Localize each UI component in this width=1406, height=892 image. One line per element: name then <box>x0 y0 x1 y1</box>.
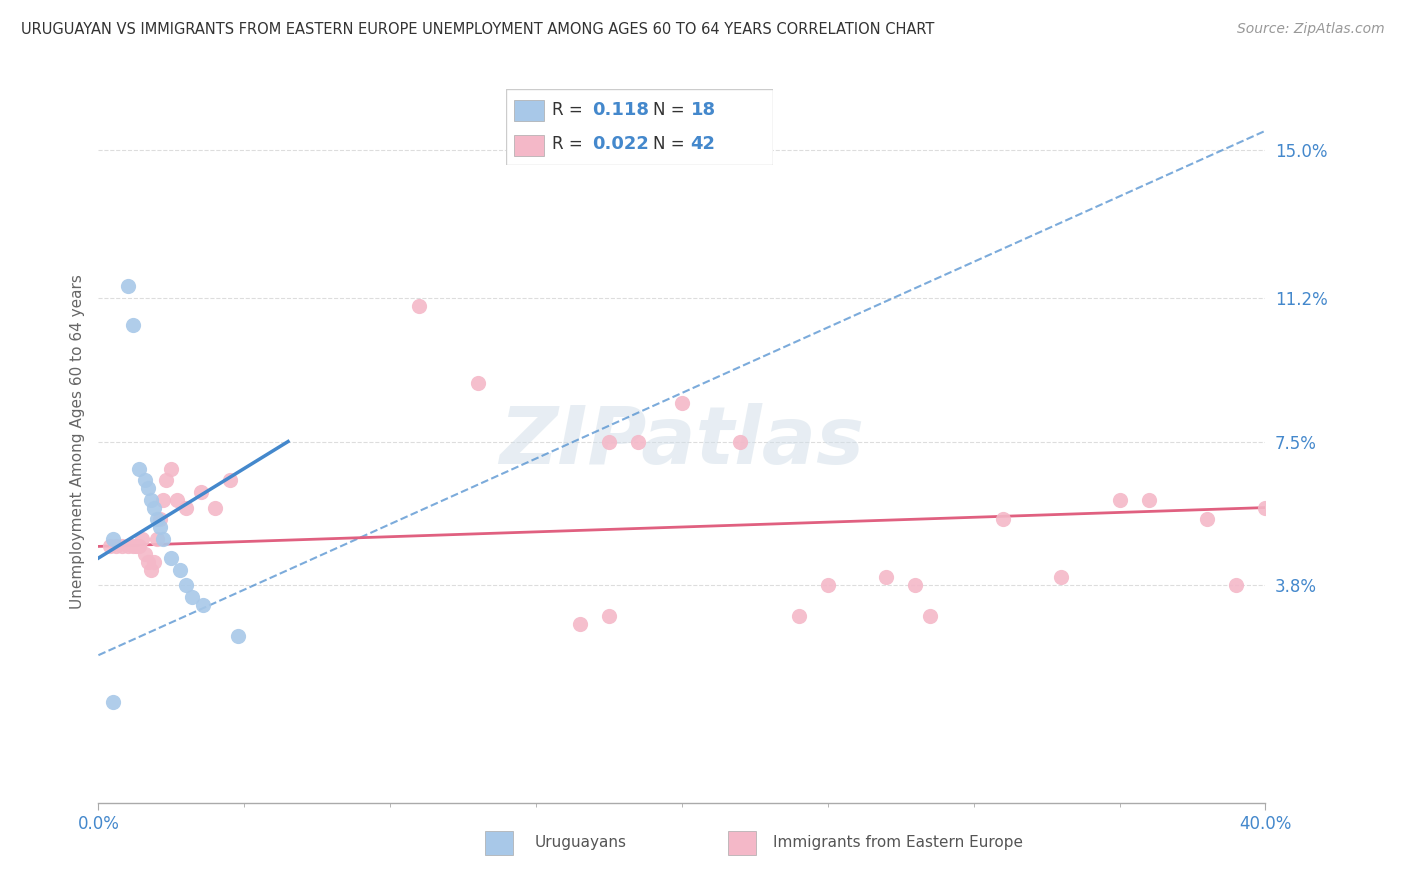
Point <box>111 540 134 554</box>
Text: Uruguayans: Uruguayans <box>534 836 626 850</box>
Point <box>228 629 250 643</box>
Point <box>190 485 212 500</box>
Point <box>146 512 169 526</box>
Point <box>787 609 810 624</box>
Y-axis label: Unemployment Among Ages 60 to 64 years: Unemployment Among Ages 60 to 64 years <box>69 274 84 609</box>
Point <box>204 500 226 515</box>
Point <box>104 540 127 554</box>
Point <box>467 376 489 391</box>
Point <box>1254 500 1277 515</box>
Point <box>730 434 752 449</box>
Text: 0.022: 0.022 <box>592 135 648 153</box>
Point <box>117 540 139 554</box>
Point <box>128 461 150 475</box>
Point <box>1195 512 1218 526</box>
Point <box>1137 492 1160 507</box>
Point <box>134 474 156 488</box>
Point <box>101 532 124 546</box>
Point <box>598 609 620 624</box>
Point <box>152 532 174 546</box>
Point <box>139 492 162 507</box>
Point <box>155 474 177 488</box>
Point <box>169 563 191 577</box>
Point <box>139 563 162 577</box>
Text: URUGUAYAN VS IMMIGRANTS FROM EASTERN EUROPE UNEMPLOYMENT AMONG AGES 60 TO 64 YEA: URUGUAYAN VS IMMIGRANTS FROM EASTERN EUR… <box>21 22 935 37</box>
Text: 0.118: 0.118 <box>592 102 648 120</box>
Point <box>149 512 172 526</box>
FancyBboxPatch shape <box>506 89 773 165</box>
Point <box>98 540 121 554</box>
Text: Source: ZipAtlas.com: Source: ZipAtlas.com <box>1237 22 1385 37</box>
Text: 18: 18 <box>690 102 716 120</box>
Point <box>671 395 693 409</box>
Text: Immigrants from Eastern Europe: Immigrants from Eastern Europe <box>773 836 1024 850</box>
Bar <box>515 100 544 121</box>
Point <box>904 578 927 592</box>
Point <box>408 299 430 313</box>
Point <box>152 492 174 507</box>
Point <box>122 540 145 554</box>
Text: 42: 42 <box>690 135 716 153</box>
Point <box>122 318 145 332</box>
Point <box>136 481 159 495</box>
Point <box>142 555 165 569</box>
Point <box>918 609 941 624</box>
Point <box>142 500 165 515</box>
Point <box>1108 492 1130 507</box>
Text: ZIPatlas: ZIPatlas <box>499 402 865 481</box>
Point <box>101 695 124 709</box>
Point <box>174 500 197 515</box>
Point <box>193 598 215 612</box>
Point <box>134 547 156 561</box>
Point <box>1225 578 1247 592</box>
Point <box>149 520 172 534</box>
Point <box>180 590 202 604</box>
Point <box>160 551 183 566</box>
Point <box>125 540 148 554</box>
Point <box>875 570 897 584</box>
Point <box>991 512 1014 526</box>
Point <box>128 540 150 554</box>
Point <box>1050 570 1073 584</box>
Text: N =: N = <box>652 102 690 120</box>
Point <box>160 461 183 475</box>
Point <box>136 555 159 569</box>
Text: R =: R = <box>551 135 588 153</box>
Point <box>627 434 650 449</box>
Point <box>218 474 240 488</box>
Point <box>174 578 197 592</box>
Point <box>146 532 169 546</box>
Point <box>598 434 620 449</box>
Point <box>117 279 139 293</box>
Point <box>166 492 188 507</box>
Bar <box>515 135 544 156</box>
Text: R =: R = <box>551 102 588 120</box>
Point <box>568 617 591 632</box>
Text: N =: N = <box>652 135 690 153</box>
Point <box>817 578 839 592</box>
Point <box>131 532 153 546</box>
